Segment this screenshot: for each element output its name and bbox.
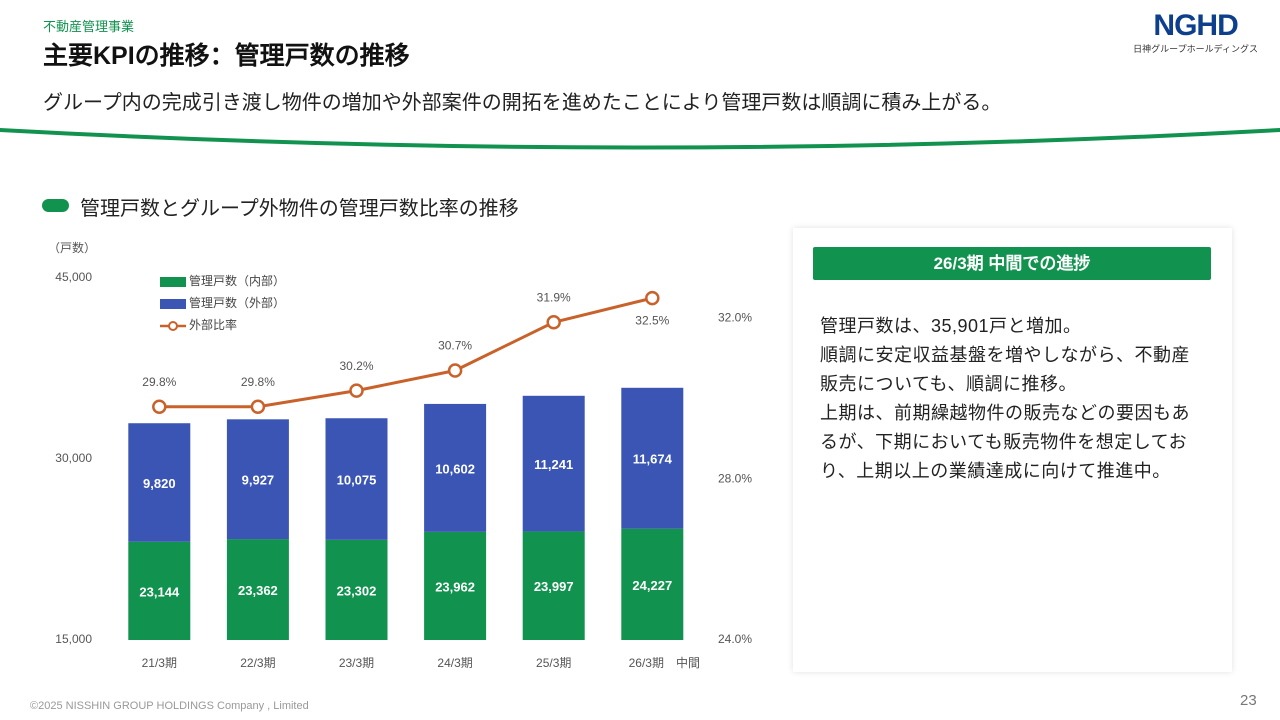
data-label: 29.8% [142,375,176,389]
y-tick-label: 30,000 [55,451,92,465]
bar-segment [424,403,487,532]
legend-marker [168,321,178,331]
bar-segment [522,531,585,640]
line-marker [645,290,660,306]
legend-swatch [160,299,186,309]
panel-paragraph: 順調に安定収益基盤を増やしながら、不動産販売についても、順調に推移。 [820,345,1190,394]
bar-segment [226,539,289,640]
bar-segment [325,539,388,640]
line-marker [250,399,266,414]
x-tick-label: 25/3期 [536,656,571,670]
chart: （戸数） 15,000 30,000 45,000 24.0% 28.0% 32.0% 21… [48,240,752,670]
bar-segment [226,419,289,540]
data-label: 24,227 [632,578,672,593]
legend-label: 管理戸数（外部） [189,295,285,310]
progress-panel: 26/3期 中間での進捗 管理戸数は、35,901戸と増加。順調に安定収益基盤を… [793,228,1232,672]
section-marker [42,199,69,212]
bar-segment [621,387,684,529]
curve [0,128,1280,150]
logo: NGHD 日神グループホールディングス [1133,10,1258,55]
y-tick-label: 45,000 [55,270,92,284]
bar-segment [128,423,191,542]
y2-tick-label: 24.0% [718,632,752,646]
slide-title: 主要KPIの推移：管理戸数の推移 [43,42,410,70]
data-label: 10,602 [435,461,475,476]
data-label: 32.5% [635,313,669,327]
x-tick-label: 22/3期 [240,656,275,670]
x-tick-label: 24/3期 [437,656,472,670]
category-label: 不動産管理事業 [43,19,135,34]
x-tick-label: 26/3期 中間 [629,655,700,670]
y2-tick-label: 32.0% [718,310,752,324]
logo-text: 日神グループホールディングス [1133,44,1258,54]
data-label: 11,241 [534,457,573,472]
bar-segment [325,418,388,540]
panel-paragraph: 管理戸数は、35,901戸と増加。 [820,316,1082,336]
line-marker [546,314,561,330]
data-label: 31.9% [537,290,571,304]
line [159,296,653,409]
line-marker [349,383,364,398]
page-number: 23 [1240,692,1257,709]
bar-segment [621,528,684,640]
panel-heading: 26/3期 中間での進捗 [813,247,1211,280]
lead-text: グループ内の完成引き渡し物件の増加や外部案件の開拓を進めたことにより管理戸数は順… [43,92,1002,114]
data-label: 23,962 [435,579,475,594]
legend-swatch [160,277,186,287]
data-label: 23,362 [238,583,278,598]
x-tick-label: 23/3期 [339,656,374,670]
chart-title: 管理戸数とグループ外物件の管理戸数比率の推移 [80,198,519,220]
copyright: ©2025 NISSHIN GROUP HOLDINGS Company , L… [30,700,309,712]
data-label: 23,144 [139,584,180,599]
line-marker [447,363,463,378]
legend-label: 外部比率 [189,317,237,332]
y2-tick-label: 28.0% [718,471,752,485]
panel-paragraph: 上期は、前期繰越物件の販売などの要因もあるが、下期においても販売物件を想定してお… [820,403,1190,481]
logo-mark: NGHD [1153,9,1238,42]
bar-segment [522,395,585,532]
y-axis-label: （戸数） [48,240,96,255]
panel-body: 管理戸数は、35,901戸と増加。順調に安定収益基盤を増やしながら、不動産販売に… [820,312,1205,486]
data-label: 10,075 [337,472,377,487]
y-tick-label: 15,000 [55,632,92,646]
line-marker [152,399,167,414]
data-label: 30.7% [438,339,472,353]
data-label: 23,302 [337,583,377,598]
data-label: 11,674 [633,452,673,467]
bar-segment [128,541,191,640]
data-label: 9,820 [143,476,176,491]
x-tick-label: 21/3期 [142,656,177,670]
header-curve [0,128,1280,150]
legend-label: 管理戸数（内部） [189,273,285,288]
data-label: 9,927 [242,473,275,488]
data-label: 29.8% [241,375,275,389]
data-label: 30.2% [339,359,373,373]
data-label: 23,997 [534,579,574,594]
bar-segment [424,531,487,640]
